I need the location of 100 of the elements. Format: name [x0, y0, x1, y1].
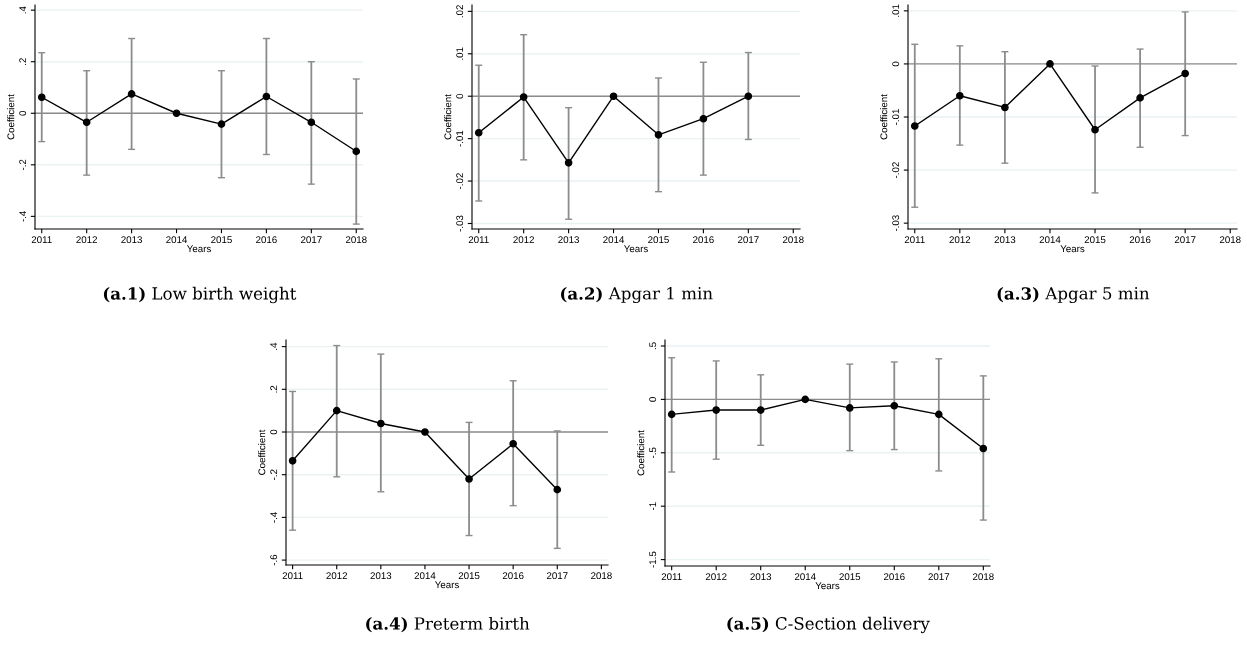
x-tick-label: 2013 [121, 236, 142, 244]
point [37, 93, 46, 102]
y-tick-label: -.03 [456, 215, 464, 232]
y-axis-title: Coefficient [637, 430, 645, 476]
point [172, 109, 181, 118]
point [910, 122, 919, 130]
point [352, 147, 361, 156]
point [609, 92, 618, 101]
point [699, 114, 708, 123]
x-tick-label: 2015 [839, 573, 861, 581]
text: (a.5) C-Section delivery [727, 616, 930, 634]
x-tick-label: 2018 [782, 236, 804, 244]
point [654, 130, 663, 139]
y-tick-label: 0 [456, 93, 464, 99]
point [934, 410, 943, 419]
point [519, 93, 528, 101]
y-axis-title: Coefficient [880, 94, 888, 140]
x-tick-label: 2014 [603, 236, 625, 244]
x-tick-label: 2016 [502, 572, 524, 580]
x-tick-label: 2013 [370, 572, 392, 580]
x-tick-label: 2011 [31, 236, 52, 244]
x-tick-label: 2011 [468, 236, 489, 244]
y-tick-label: 0 [19, 110, 27, 116]
point [744, 92, 753, 101]
y-tick-label: .01 [892, 4, 900, 17]
y-axis-title: Coefficient [7, 94, 15, 140]
point [979, 444, 988, 453]
y-tick-label: -1 [649, 502, 657, 511]
x-tick-label: 2013 [558, 236, 579, 244]
point [465, 475, 473, 483]
y-tick-label: -.01 [892, 109, 900, 125]
y-tick-label: -.03 [892, 215, 900, 232]
point [564, 158, 573, 167]
y-tick-label: -.2 [270, 469, 278, 480]
x-tick-label: 2012 [76, 236, 97, 244]
x-axis-title: Years [815, 582, 840, 590]
point [801, 395, 810, 404]
x-axis-title: Years [1060, 245, 1085, 253]
point [667, 410, 676, 419]
x-tick-label: 2017 [738, 236, 759, 244]
x-tick-label: 2012 [949, 236, 971, 244]
point [1046, 60, 1054, 68]
point [332, 406, 341, 415]
point [127, 90, 136, 98]
point [1136, 94, 1144, 102]
text: (a.4) Preterm birth [366, 616, 530, 633]
x-tick-label: 2016 [256, 236, 277, 244]
x-tick-label: 2015 [211, 236, 232, 244]
y-tick-label: .02 [456, 5, 464, 18]
y-tick-label: -.02 [456, 173, 464, 189]
x-tick-label: 2012 [326, 572, 348, 580]
y-tick-label: 0 [649, 397, 657, 402]
x-tick-label: 2011 [661, 573, 682, 581]
x-tick-label: 2012 [513, 236, 534, 244]
point [712, 406, 721, 414]
x-tick-label: 2017 [1174, 236, 1196, 244]
y-tick-label: .01 [456, 47, 464, 60]
point [956, 91, 964, 100]
point [421, 428, 429, 436]
x-axis-title: Years [434, 581, 459, 589]
x-tick-label: 2016 [693, 236, 714, 244]
point [82, 118, 91, 127]
point [1181, 69, 1189, 78]
x-tick-label: 2018 [1219, 236, 1241, 244]
point [217, 120, 226, 128]
point [1001, 103, 1009, 112]
y-tick-label: -.01 [456, 130, 464, 147]
y-tick-label: 0 [270, 429, 278, 435]
y-tick-label: -1.5 [649, 551, 657, 568]
y-tick-label: .2 [19, 58, 27, 65]
point [890, 401, 899, 410]
y-tick-label: -.02 [892, 162, 900, 179]
point [1091, 125, 1099, 134]
y-axis-title: Coefficient [444, 94, 452, 140]
point [262, 92, 271, 101]
y-tick-label: -.5 [649, 447, 657, 459]
x-tick-label: 2017 [546, 572, 568, 580]
y-tick-label: -.6 [270, 554, 278, 566]
text: (a.2) Apgar 1 min [561, 286, 713, 304]
y-tick-label: -.4 [270, 512, 278, 523]
x-tick-label: 2018 [345, 236, 367, 244]
x-tick-label: 2016 [883, 573, 905, 581]
y-tick-label: .2 [270, 385, 278, 393]
point [474, 128, 483, 137]
y-tick-label: .4 [19, 6, 27, 14]
x-tick-label: 2015 [458, 572, 480, 580]
y-tick-label: -.4 [19, 210, 27, 222]
point [756, 406, 765, 414]
x-axis-title: Years [623, 245, 648, 253]
point [377, 419, 385, 428]
y-tick-label: .5 [649, 342, 657, 350]
x-tick-label: 2013 [994, 236, 1016, 244]
y-tick-label: 0 [892, 61, 900, 67]
x-tick-label: 2018 [973, 573, 994, 581]
x-tick-label: 2014 [1039, 236, 1061, 244]
x-tick-label: 2012 [705, 573, 727, 581]
x-tick-label: 2015 [648, 236, 669, 244]
text: (a.3) Apgar 5 min [997, 286, 1150, 304]
x-tick-label: 2014 [166, 236, 188, 244]
x-tick-label: 2011 [904, 236, 925, 244]
